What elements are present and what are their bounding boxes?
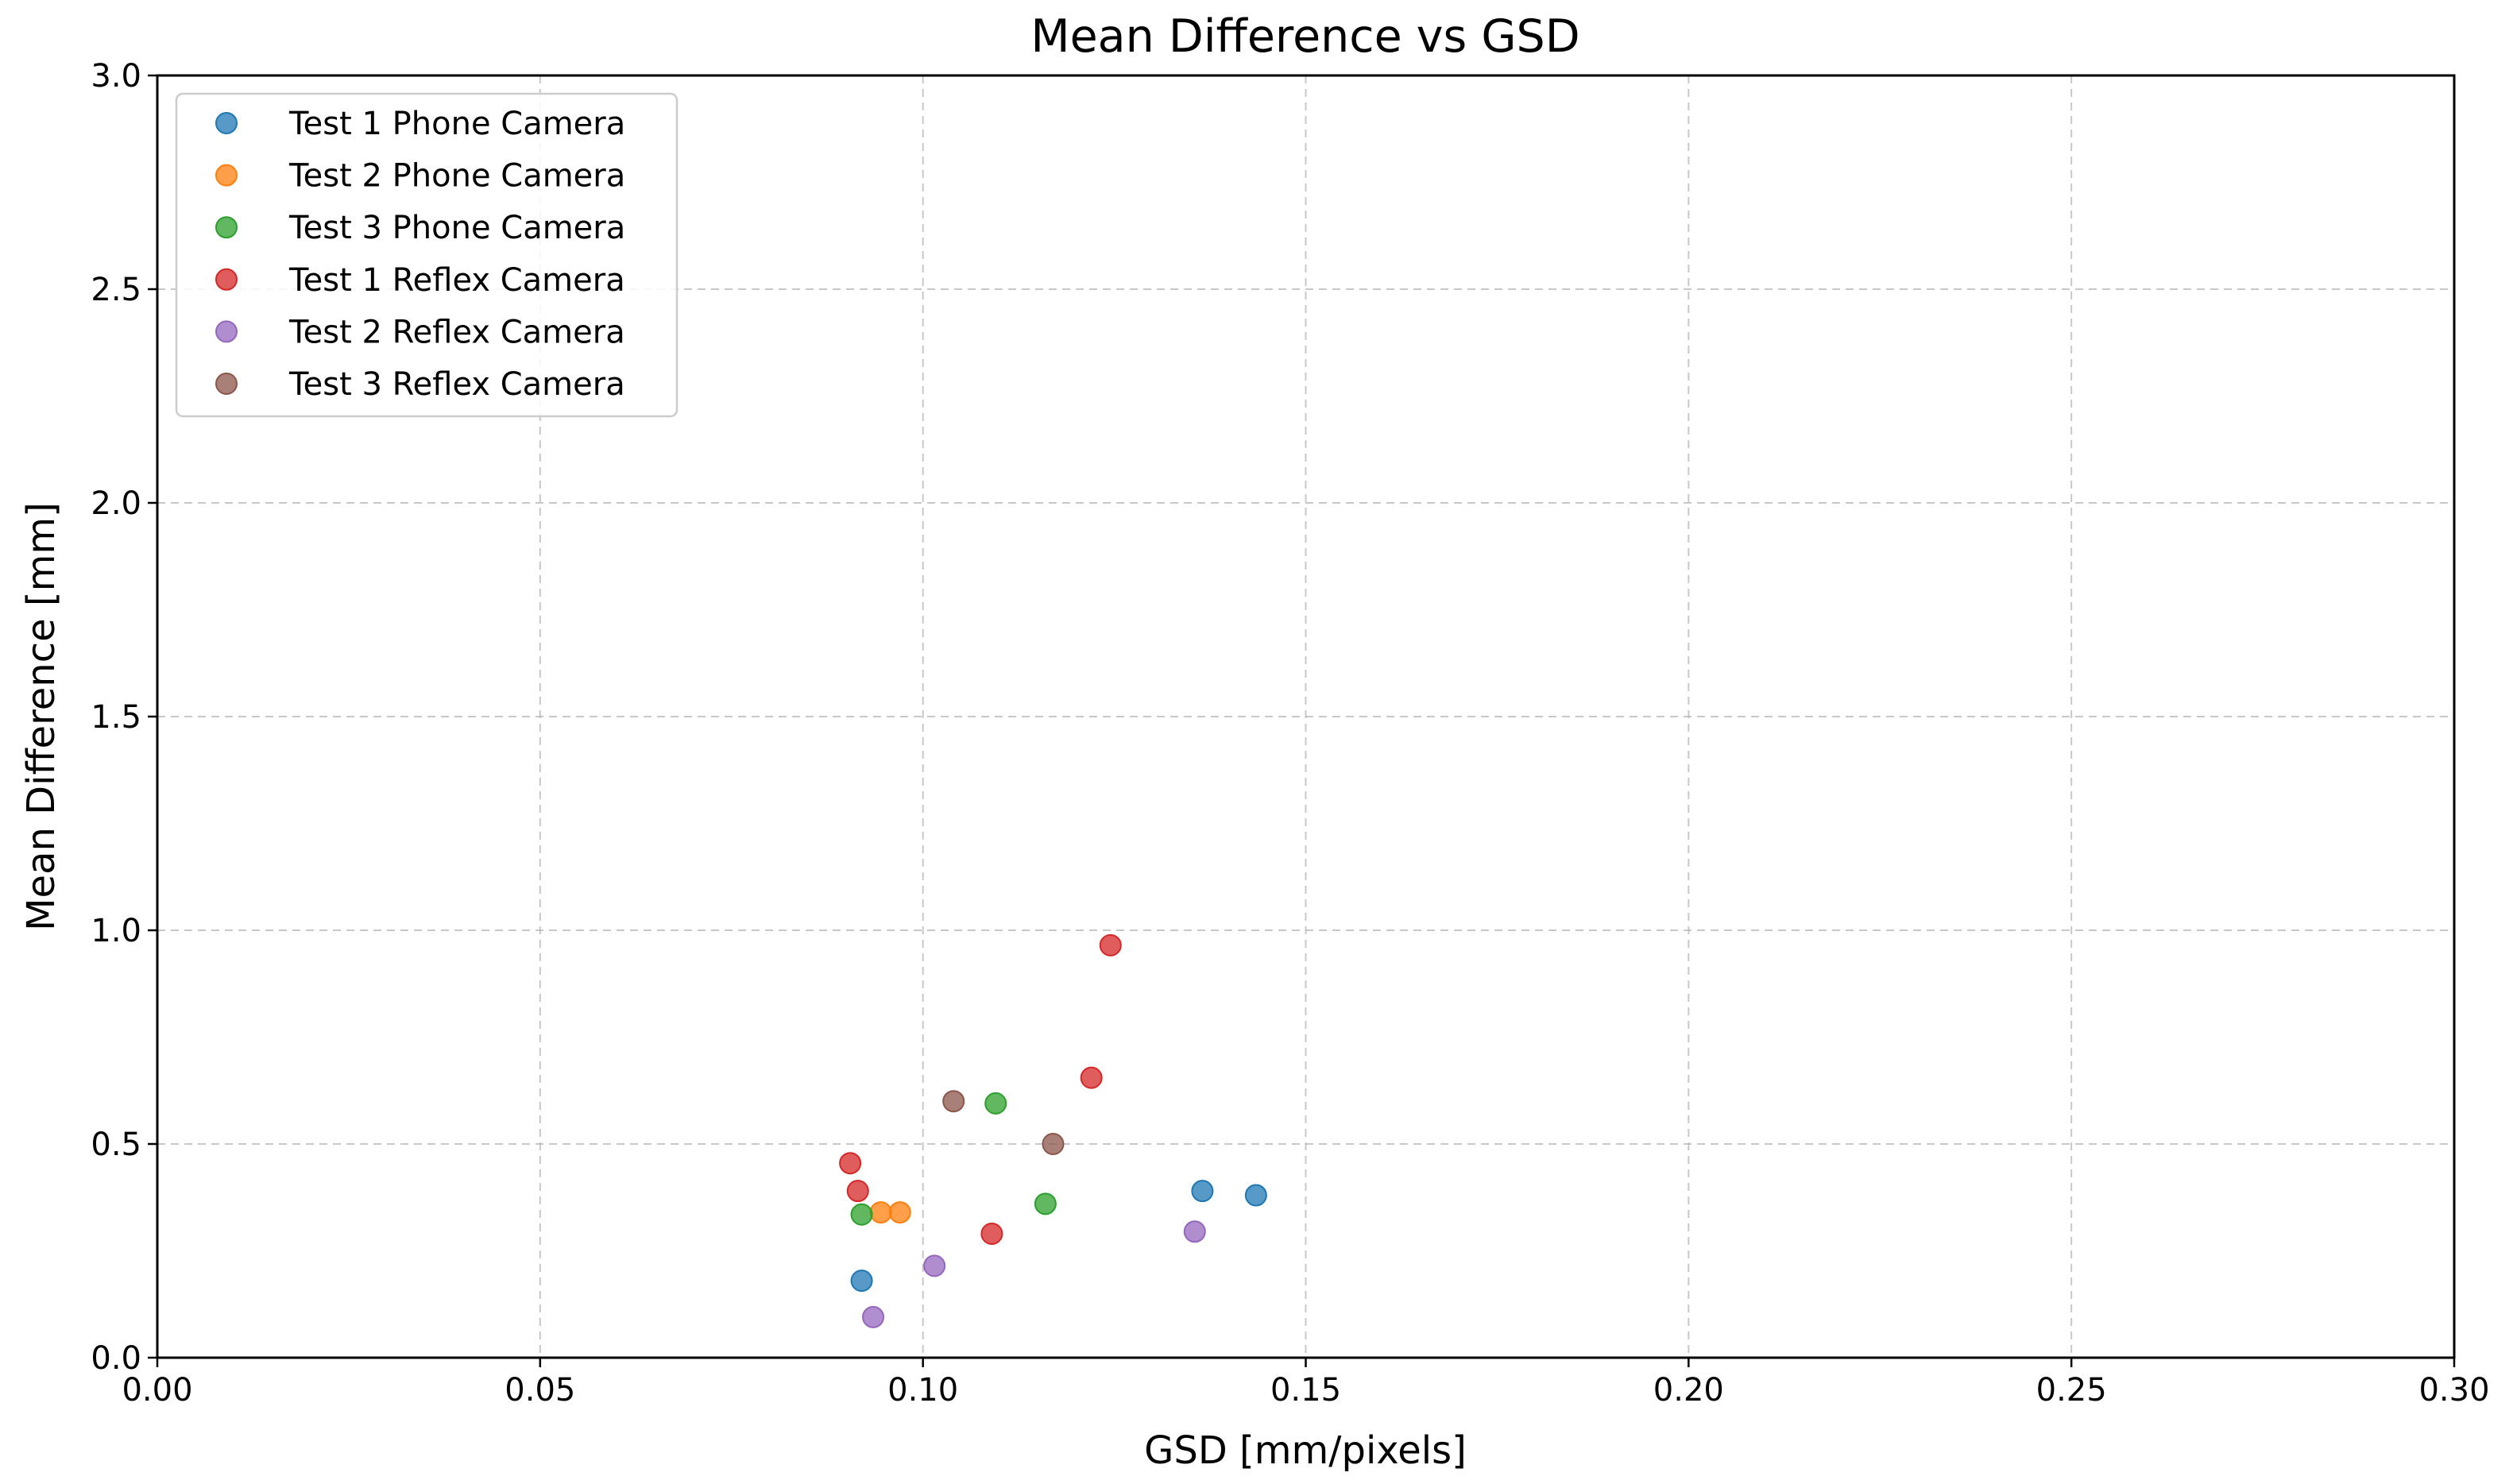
data-point [1099,933,1122,956]
legend-marker [215,112,238,134]
y-axis-label: Mean Difference [mm] [19,502,64,931]
legend-label: Test 3 Reflex Camera [288,366,625,403]
chart-title: Mean Difference vs GSD [1030,10,1579,63]
data-point [869,1201,892,1224]
y-tick-label: 0.5 [91,1127,141,1163]
x-tick-label: 0.00 [122,1372,192,1409]
data-point [850,1203,873,1226]
legend-marker [215,216,238,239]
data-point [942,1090,965,1113]
legend-marker [215,320,238,343]
x-tick-label: 0.05 [505,1372,575,1409]
data-point [923,1254,946,1277]
data-points [839,933,1267,1328]
data-point [1183,1220,1206,1243]
data-point [1244,1184,1267,1207]
x-tick-label: 0.30 [2418,1372,2489,1409]
legend-marker [215,268,238,291]
y-axis-ticks: 0.0 0.5 1.0 1.5 2.0 2.5 3.0 [91,58,157,1377]
y-tick-label: 1.5 [91,699,141,736]
data-point [846,1180,869,1203]
y-tick-label: 2.0 [91,485,141,522]
grid-lines [157,75,2454,1358]
data-point [980,1222,1003,1245]
data-point [984,1092,1007,1115]
data-point [862,1305,885,1328]
y-tick-label: 2.5 [91,272,141,308]
x-axis-ticks: 0.00 0.05 0.10 0.15 0.20 0.25 0.30 [122,1358,2490,1409]
x-tick-label: 0.15 [1270,1372,1341,1409]
legend-label: Test 2 Phone Camera [288,158,625,195]
data-point [888,1201,911,1224]
x-tick-label: 0.25 [2036,1372,2107,1409]
data-point [1191,1180,1214,1203]
x-axis-label: GSD [mm/pixels] [1144,1428,1467,1473]
legend-marker [215,373,238,395]
legend-label: Test 3 Phone Camera [288,210,625,246]
data-point [1042,1133,1065,1155]
x-tick-label: 0.10 [887,1372,958,1409]
legend-label: Test 1 Phone Camera [288,106,625,142]
legend-label: Test 2 Reflex Camera [288,314,625,350]
y-tick-label: 0.0 [91,1340,141,1377]
data-point [1080,1066,1103,1089]
legend-label: Test 1 Reflex Camera [288,262,625,299]
data-point [1034,1192,1057,1215]
y-tick-label: 3.0 [91,58,141,95]
legend-marker [215,164,238,187]
data-point [850,1270,873,1293]
legend-box [175,92,679,418]
x-tick-label: 0.20 [1653,1372,1724,1409]
legend: Test 1 Phone Camera Test 2 Phone Camera Te… [175,92,679,418]
data-point [839,1152,862,1175]
y-tick-label: 1.0 [91,913,141,949]
